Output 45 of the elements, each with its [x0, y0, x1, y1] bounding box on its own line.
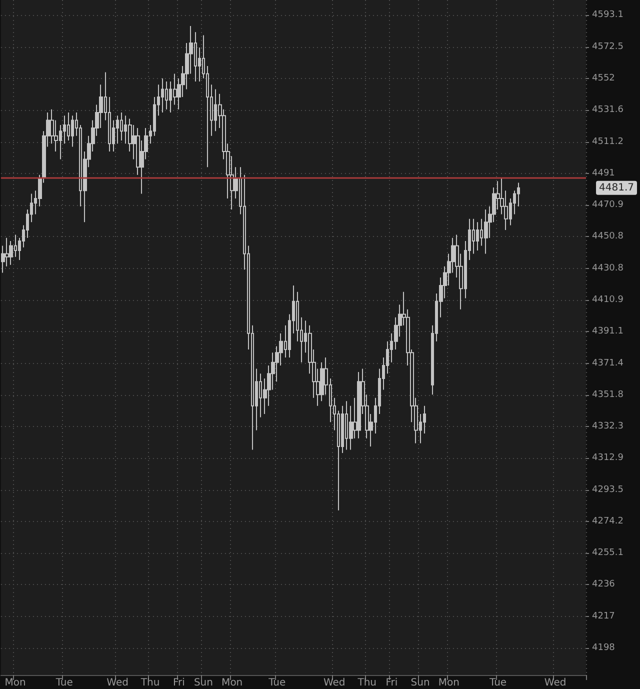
x-tick-label: Wed [323, 678, 346, 688]
text: 4481.7 [599, 182, 634, 194]
x-tick-label: Mon [438, 678, 460, 688]
candlestick [161, 78, 164, 113]
y-tick-label: 4511.2 [592, 136, 624, 147]
x-tick-label: Wed [544, 678, 566, 688]
candlestick [357, 371, 361, 439]
y-tick-label: 4236 [592, 580, 616, 590]
x-tick-label: Thu [140, 678, 160, 688]
x-tick-label: Mon [222, 678, 243, 688]
candlestick [165, 81, 168, 110]
y-tick-label: 4351.8 [592, 390, 624, 400]
y-tick-label: 4312.9 [592, 453, 624, 464]
x-tick-label: Sun [410, 678, 430, 688]
x-tick-label: Sun [194, 678, 213, 688]
candlestick [476, 222, 479, 252]
y-tick-label: 4274.2 [592, 516, 624, 527]
y-tick-label: 4217 [592, 611, 615, 622]
y-tick-label: 4371.4 [592, 358, 624, 368]
y-tick-label: 4572.5 [592, 42, 624, 52]
y-tick-label: 4552 [592, 73, 615, 84]
candlestick [71, 115, 74, 148]
y-tick-label: 4293.5 [592, 484, 624, 495]
candlestick [484, 208, 488, 254]
y-tick-label: 4410.9 [592, 294, 624, 305]
y-tick-label: 4531.6 [592, 105, 624, 116]
y-tick-label: 4470.9 [592, 200, 624, 210]
x-tick-label: Wed [106, 678, 128, 688]
y-tick-label: 4255.1 [592, 548, 624, 558]
y-tick-label: 4593.1 [592, 10, 624, 20]
candlestick [120, 112, 123, 142]
x-tick-label: Tue [54, 678, 73, 688]
x-tick-label: Tue [488, 678, 507, 688]
x-tick-label: Fri [172, 678, 185, 688]
x-tick-label: Fri [386, 678, 398, 688]
y-tick-label: 4198 [592, 643, 616, 654]
y-tick-label: 4491 [592, 168, 615, 178]
x-tick-label: Thu [356, 678, 377, 688]
x-tick-label: Mon [4, 678, 26, 688]
y-tick-label: 4391.1 [592, 326, 624, 337]
candlestick [320, 362, 324, 402]
y-tick-label: 4430.8 [592, 263, 624, 274]
y-tick-label: 4332.3 [592, 422, 624, 432]
y-tick-label: 4450.8 [592, 232, 624, 242]
x-tick-label: Tue [268, 678, 286, 688]
